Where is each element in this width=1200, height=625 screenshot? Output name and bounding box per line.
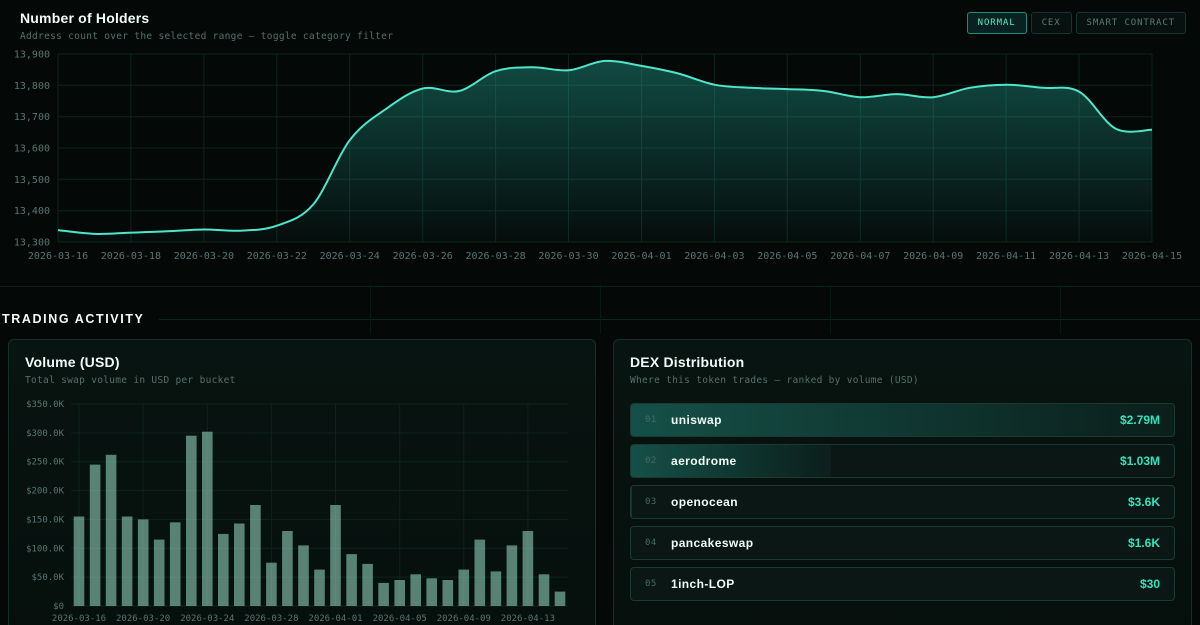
svg-text:2026-03-24: 2026-03-24 xyxy=(180,614,234,624)
decor-grid-line xyxy=(370,284,371,334)
holders-title-block: Number of Holders Address count over the… xyxy=(20,10,393,42)
dex-rank: 02 xyxy=(645,456,657,466)
svg-text:$0: $0 xyxy=(53,602,64,612)
dex-rank: 03 xyxy=(645,497,657,507)
svg-text:2026-03-16: 2026-03-16 xyxy=(28,251,88,262)
svg-text:2026-04-01: 2026-04-01 xyxy=(308,614,362,624)
svg-text:$100.0K: $100.0K xyxy=(26,544,65,554)
svg-text:2026-04-09: 2026-04-09 xyxy=(437,614,491,624)
svg-text:$300.0K: $300.0K xyxy=(26,429,65,439)
svg-text:2026-03-24: 2026-03-24 xyxy=(320,251,380,262)
dex-rank: 01 xyxy=(645,415,657,425)
svg-text:2026-03-20: 2026-03-20 xyxy=(116,614,170,624)
header-rule xyxy=(158,318,1200,320)
holders-chart-container: 13,300 13,400 13,500 13,600 13,700 13,800 13,9… xyxy=(0,42,1200,276)
dex-row-uniswap: 01 uniswap $2.79M xyxy=(630,403,1175,437)
svg-text:2026-03-28: 2026-03-28 xyxy=(244,614,298,624)
svg-text:2026-03-26: 2026-03-26 xyxy=(393,251,453,262)
svg-text:2026-04-03: 2026-04-03 xyxy=(684,251,744,262)
dex-volume-bar xyxy=(631,486,632,518)
dex-volume-value: $1.6K xyxy=(1127,536,1160,550)
holders-title: Number of Holders xyxy=(20,10,150,26)
dex-row-openocean: 03 openocean $3.6K xyxy=(630,485,1175,519)
svg-text:2026-03-16: 2026-03-16 xyxy=(52,614,106,624)
volume-title: Volume (USD) xyxy=(25,354,120,370)
svg-text:2026-03-30: 2026-03-30 xyxy=(538,251,598,262)
volume-bar-chart: $0 $50.0K $100.0K $150.0K $200.0K $250.0K $300… xyxy=(26,400,568,624)
dex-name: pancakeswap xyxy=(671,536,754,550)
dex-name: openocean xyxy=(671,495,738,509)
holder-category-filter-group: NORMAL CEX SMART CONTRACT xyxy=(966,10,1186,34)
holders-subtitle: Address count over the selected range — … xyxy=(20,31,394,42)
svg-text:2026-04-09: 2026-04-09 xyxy=(903,251,963,262)
svg-text:2026-04-11: 2026-04-11 xyxy=(976,251,1036,262)
svg-text:13,500: 13,500 xyxy=(14,175,50,186)
dex-list: 01 uniswap $2.79M 02 aerodrome $1.03M 03 openoc… xyxy=(630,403,1175,601)
filter-cex-button[interactable]: CEX xyxy=(1030,12,1072,34)
dex-name: uniswap xyxy=(671,413,722,427)
trading-activity-title: TRADING ACTIVITY xyxy=(2,312,145,326)
dex-subtitle: Where this token trades — ranked by volu… xyxy=(630,375,919,386)
svg-text:2026-04-05: 2026-04-05 xyxy=(757,251,817,262)
dex-volume-value: $2.79M xyxy=(1119,413,1160,427)
decor-grid-line xyxy=(830,284,831,334)
dex-row-aerodrome: 02 aerodrome $1.03M xyxy=(630,444,1175,478)
svg-text:2026-04-05: 2026-04-05 xyxy=(373,614,427,624)
volume-card: Volume (USD) Total swap volume in USD pe… xyxy=(8,339,596,625)
holders-header: Number of Holders Address count over the… xyxy=(0,0,1200,42)
svg-text:2026-04-13: 2026-04-13 xyxy=(501,614,555,624)
dex-name: 1inch-LOP xyxy=(671,577,735,591)
trading-activity-header: TRADING ACTIVITY xyxy=(0,312,1200,326)
svg-text:2026-03-20: 2026-03-20 xyxy=(174,251,234,262)
holders-area-chart: 13,300 13,400 13,500 13,600 13,700 13,800 13,9… xyxy=(14,50,1182,263)
dex-volume-value: $1.03M xyxy=(1119,454,1160,468)
volume-chart-container: $0 $50.0K $100.0K $150.0K $200.0K $250.0K $300… xyxy=(25,394,579,625)
svg-text:$250.0K: $250.0K xyxy=(26,458,65,468)
svg-text:$200.0K: $200.0K xyxy=(26,487,65,497)
svg-text:13,700: 13,700 xyxy=(14,112,50,123)
svg-text:2026-03-28: 2026-03-28 xyxy=(465,251,525,262)
svg-text:13,600: 13,600 xyxy=(14,144,50,155)
dex-rank: 04 xyxy=(645,538,657,548)
filter-normal-button[interactable]: NORMAL xyxy=(966,12,1027,34)
dex-distribution-card: DEX Distribution Where this token trades… xyxy=(613,339,1192,625)
decor-grid-line xyxy=(1060,284,1061,334)
svg-text:$350.0K: $350.0K xyxy=(26,400,65,410)
svg-text:$150.0K: $150.0K xyxy=(26,515,65,525)
dex-row-1inch-LOP: 05 1inch-LOP $30 xyxy=(630,567,1175,601)
dex-row-pancakeswap: 04 pancakeswap $1.6K xyxy=(630,526,1175,560)
svg-text:2026-04-13: 2026-04-13 xyxy=(1049,251,1109,262)
trading-cards-row: Volume (USD) Total swap volume in USD pe… xyxy=(8,339,1192,625)
dex-volume-value: $30 xyxy=(1139,577,1160,591)
dex-title: DEX Distribution xyxy=(630,354,745,370)
filter-smart-contract-button[interactable]: SMART CONTRACT xyxy=(1075,12,1186,34)
volume-subtitle: Total swap volume in USD per bucket xyxy=(25,375,236,386)
svg-text:13,400: 13,400 xyxy=(14,206,50,217)
svg-text:2026-03-22: 2026-03-22 xyxy=(247,251,307,262)
svg-text:13,800: 13,800 xyxy=(14,81,50,92)
svg-text:2026-03-18: 2026-03-18 xyxy=(101,251,161,262)
dex-name: aerodrome xyxy=(671,454,737,468)
dex-rank: 05 xyxy=(645,579,657,589)
svg-text:$50.0K: $50.0K xyxy=(31,573,64,583)
svg-text:2026-04-07: 2026-04-07 xyxy=(830,251,890,262)
svg-text:2026-04-15: 2026-04-15 xyxy=(1122,251,1182,262)
svg-text:13,300: 13,300 xyxy=(14,238,50,249)
svg-text:2026-04-01: 2026-04-01 xyxy=(611,251,671,262)
decor-grid-line xyxy=(600,284,601,334)
svg-text:13,900: 13,900 xyxy=(14,50,50,61)
dex-volume-value: $3.6K xyxy=(1127,495,1160,509)
